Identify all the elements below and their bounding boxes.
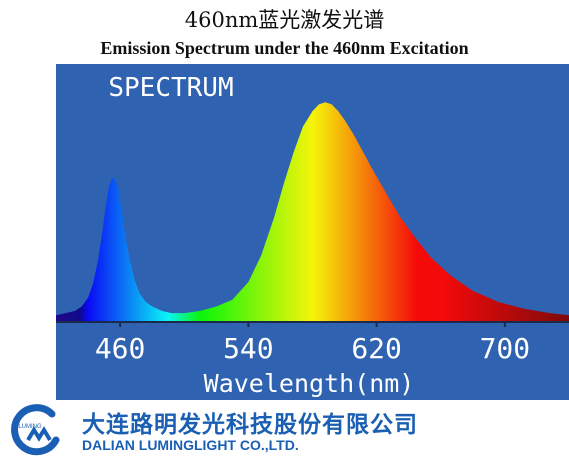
logo-text: LUMING xyxy=(18,424,42,430)
company-name-chinese: 大连路明发光科技股份有限公司 xyxy=(82,412,418,438)
x-tick-label: 620 xyxy=(351,332,402,365)
spectrum-chart: 460 540 620 700 SPECTRUM Wavelength(nm) xyxy=(56,73,569,398)
spectrum-area xyxy=(56,102,569,322)
spectrum-label: SPECTRUM xyxy=(108,73,233,103)
chart-title-chinese: 460nm蓝光激发光谱 xyxy=(184,8,385,32)
chart-title-english: Emission Spectrum under the 460nm Excita… xyxy=(100,38,469,58)
company-logo-icon: LUMING xyxy=(11,404,60,456)
x-axis-label: Wavelength(nm) xyxy=(204,369,415,398)
x-tick-label: 540 xyxy=(223,332,274,365)
spectrum-panel: 460 540 620 700 SPECTRUM Wavelength(nm) xyxy=(56,64,569,400)
x-tick-label: 700 xyxy=(480,332,531,365)
company-name-english: DALIAN LUMINGLIGHT CO.,LTD. xyxy=(82,437,299,453)
x-tick-label: 460 xyxy=(95,332,146,365)
x-tick-labels: 460 540 620 700 xyxy=(95,322,530,365)
